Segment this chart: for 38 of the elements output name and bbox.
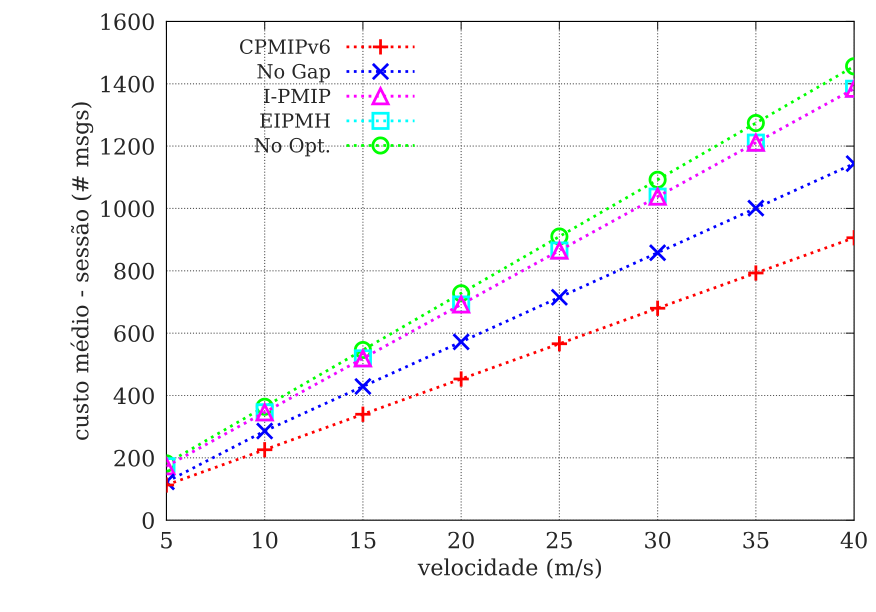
y-tick-label: 800 xyxy=(114,262,154,280)
point xyxy=(648,244,667,262)
y-tick-label: 1200 xyxy=(101,138,154,155)
y-tick-label: 600 xyxy=(114,325,154,342)
y-tick-label: 0 xyxy=(142,512,154,529)
point xyxy=(452,332,470,351)
point xyxy=(746,114,765,132)
y-tick-label: 1000 xyxy=(101,200,154,218)
point xyxy=(256,422,274,440)
point xyxy=(452,370,470,388)
point xyxy=(746,199,765,218)
y-axis-title: custo médio - sessão (# msgs) xyxy=(70,102,94,440)
y-tick-label: 1400 xyxy=(101,76,154,93)
legend-label: EIPMH xyxy=(260,113,330,128)
legend-label: I-PMIP xyxy=(264,88,330,103)
y-tick-label: 200 xyxy=(114,450,154,467)
legend-label: CPMIPv6 xyxy=(240,39,330,54)
y-tick-label: 400 xyxy=(114,387,154,404)
point xyxy=(648,170,667,189)
point xyxy=(746,264,765,282)
x-tick-label: 5 xyxy=(161,532,172,549)
x-tick-label: 15 xyxy=(351,532,376,549)
point xyxy=(648,299,667,318)
y-tick-label: 1600 xyxy=(101,13,154,30)
x-axis-title: velocidade (m/s) xyxy=(418,558,601,579)
x-tick-label: 25 xyxy=(546,532,572,549)
point xyxy=(354,377,372,396)
point xyxy=(354,405,372,424)
legend-label: No Gap xyxy=(257,64,330,82)
x-tick-label: 40 xyxy=(840,532,867,549)
x-tick-label: 10 xyxy=(253,532,278,549)
point xyxy=(550,288,568,306)
point xyxy=(256,440,274,459)
x-tick-label: 20 xyxy=(448,532,474,549)
x-tick-label: 35 xyxy=(743,532,768,549)
point xyxy=(550,334,568,353)
x-tick-label: 30 xyxy=(645,532,670,549)
legend-label: No Opt. xyxy=(254,138,330,156)
